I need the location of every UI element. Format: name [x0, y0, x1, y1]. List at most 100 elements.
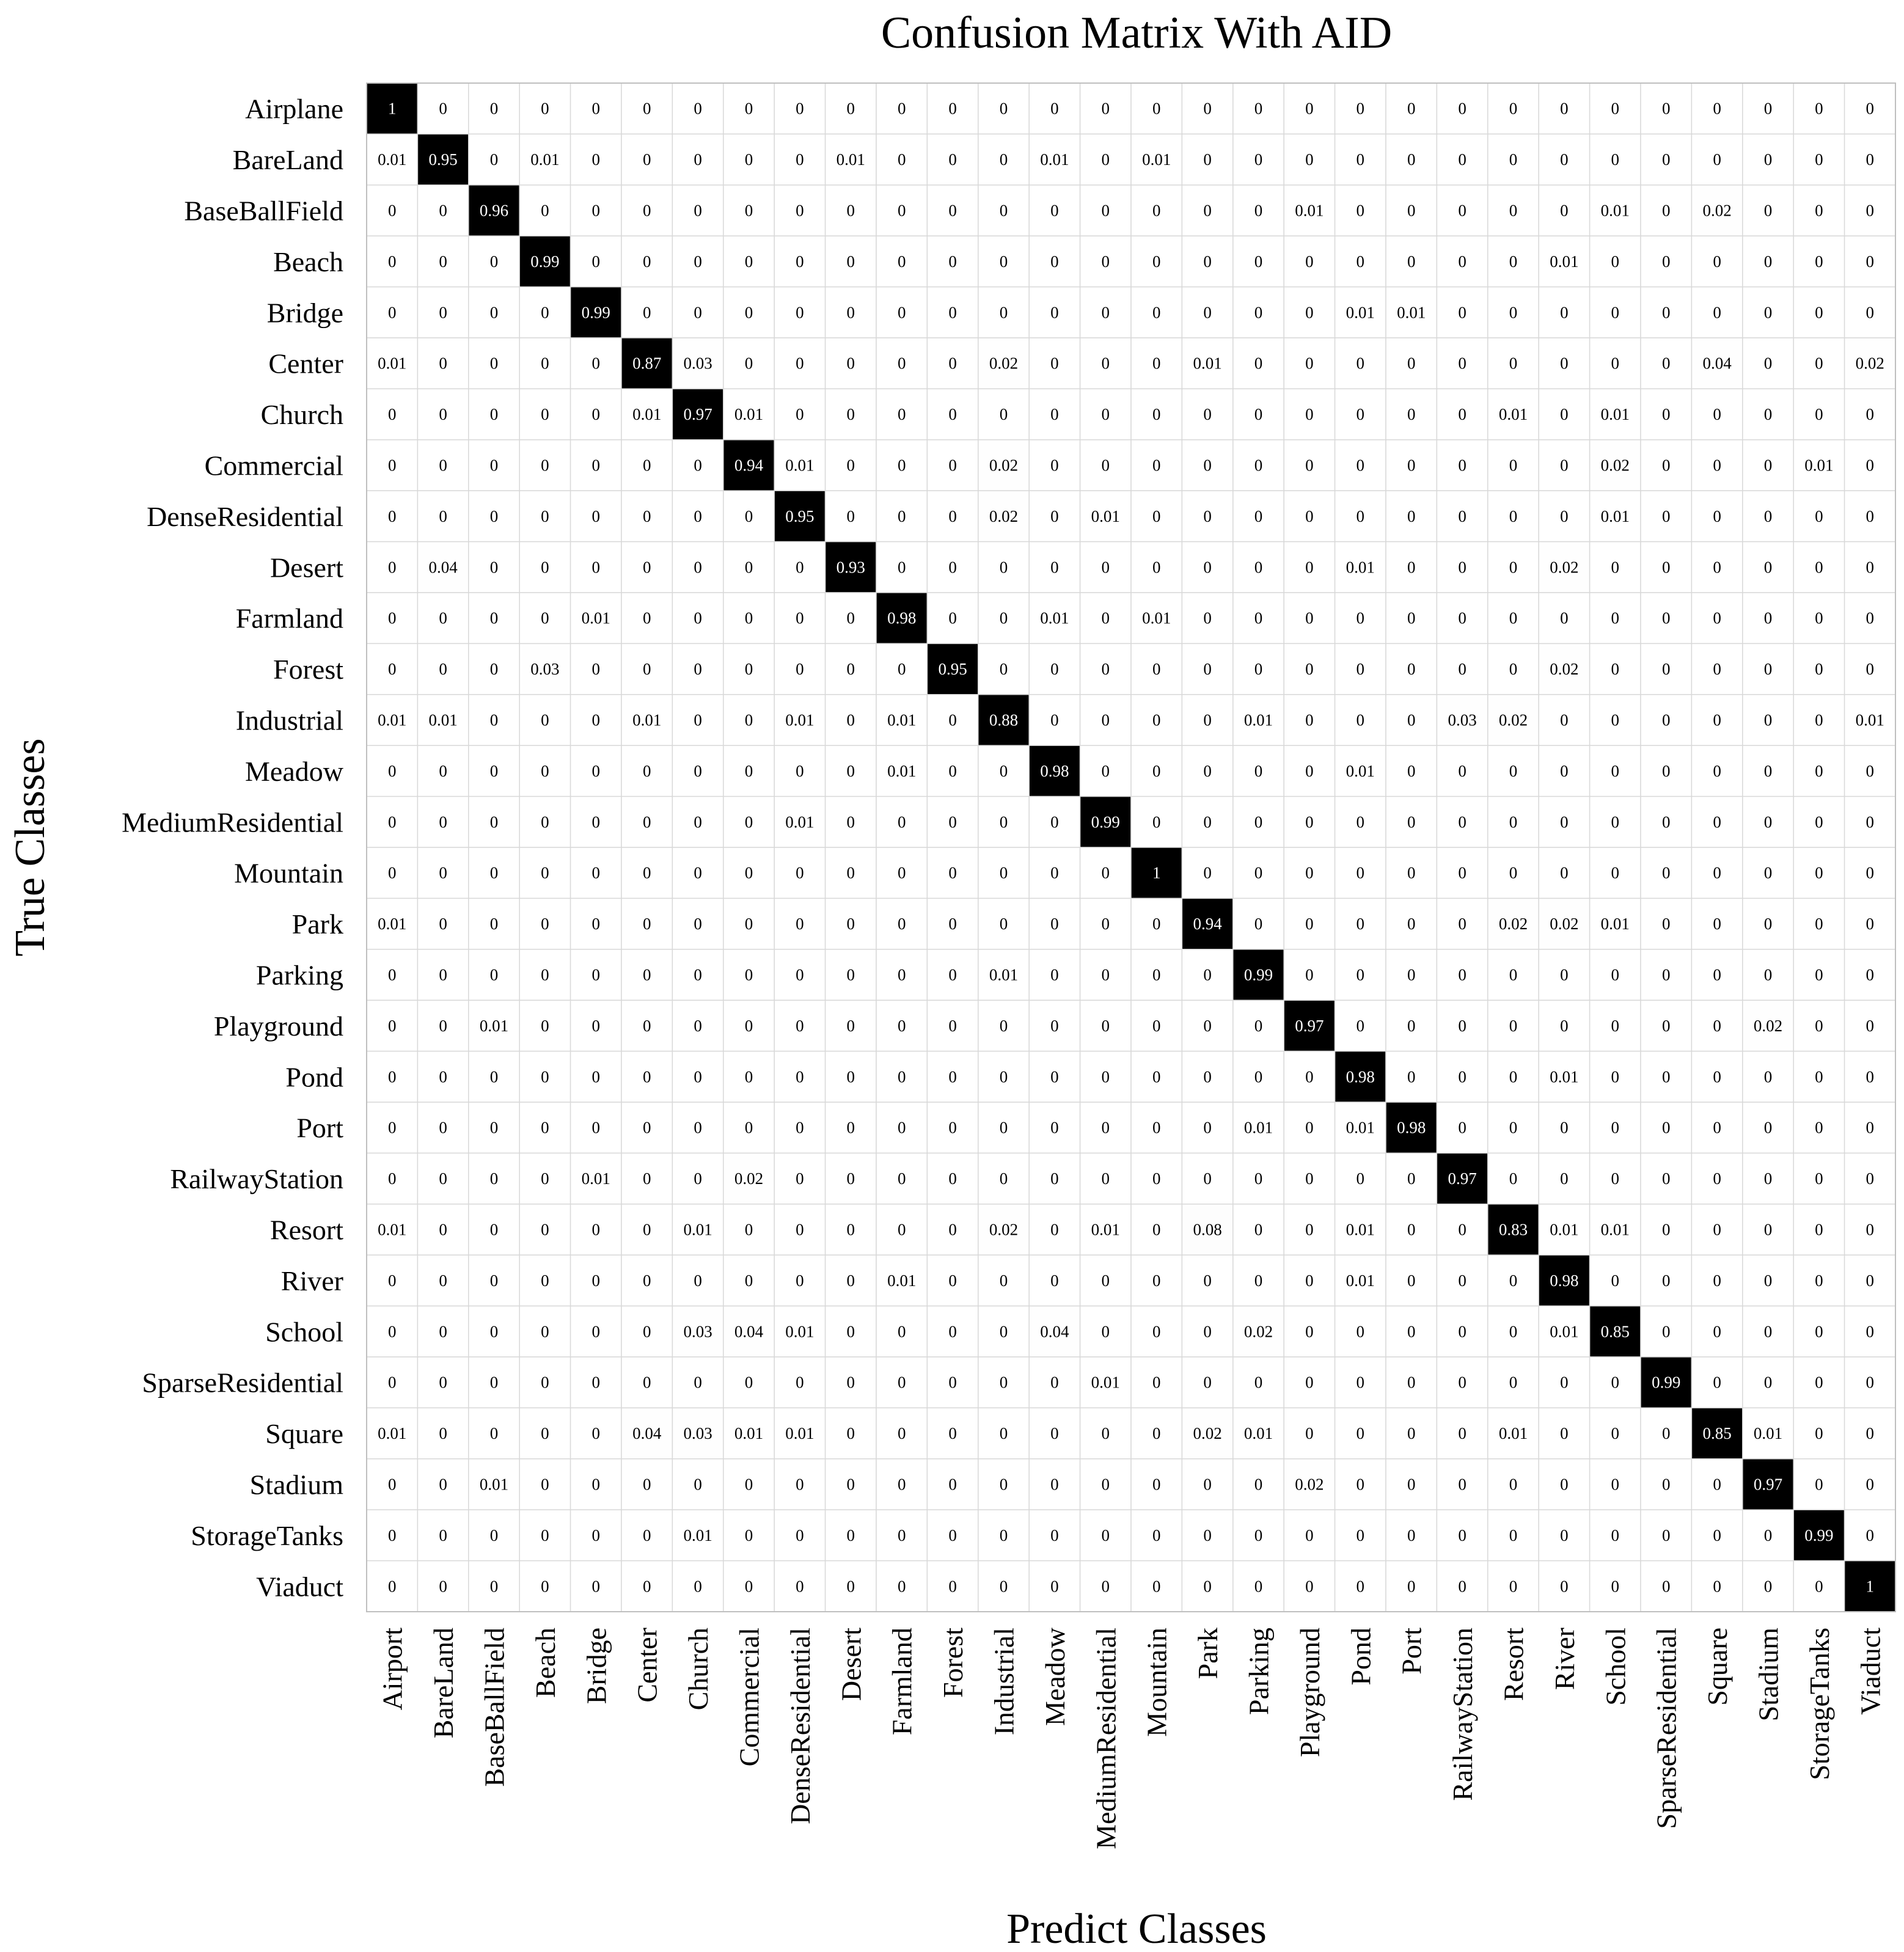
matrix-cell: [1640, 541, 1693, 593]
cell-value-label: 0.04: [632, 1424, 662, 1442]
matrix-cell: [876, 897, 928, 950]
cell-value-label: 0.95: [938, 660, 967, 678]
cell-value-label: 0: [1305, 558, 1314, 576]
cell-value-label: 0: [541, 711, 549, 729]
cell-value-label: 0: [1509, 252, 1518, 271]
cell-value-label: 0.01: [1499, 1424, 1528, 1442]
cell-value-label: 0: [1458, 813, 1466, 831]
cell-value-label: 0: [745, 864, 753, 882]
cell-value-label: 0: [796, 1169, 804, 1188]
row-tick-label: Square: [265, 1418, 343, 1449]
matrix-cell: [621, 643, 673, 695]
cell-value-label: 0: [1458, 252, 1466, 271]
cell-value-label: 0.01: [1142, 150, 1171, 169]
matrix-cell: [876, 1356, 928, 1409]
cell-value-label: 0: [1866, 813, 1875, 831]
cell-value-label: 0: [1713, 1017, 1721, 1035]
cell-value-label: 0: [541, 864, 549, 882]
cell-value-label: 0: [1662, 100, 1671, 118]
cell-value-label: 0: [1458, 660, 1466, 678]
cell-value-label: 0: [1407, 915, 1416, 933]
cell-value-label: 0: [541, 1119, 549, 1137]
matrix-cell: [621, 1356, 673, 1409]
matrix-cell: [1844, 1050, 1896, 1103]
col-tick-label: Desert: [835, 1628, 866, 1701]
matrix-cell: [1334, 1152, 1386, 1205]
matrix-cell: [1232, 1509, 1284, 1562]
matrix-cell: [1385, 1254, 1438, 1307]
cell-value-label: 0: [541, 405, 549, 423]
cell-value-label: 0: [694, 1119, 702, 1137]
matrix-cell: [1079, 795, 1132, 848]
cell-value-label: 0: [1357, 1577, 1365, 1595]
matrix-cell: [1079, 592, 1132, 645]
matrix-cell: [978, 1509, 1030, 1562]
cell-value-label: 0: [592, 1322, 601, 1340]
matrix-cell: [417, 694, 469, 746]
cell-value-label: 0: [948, 1169, 957, 1188]
row-tick-label: River: [281, 1265, 343, 1296]
matrix-cell: [1028, 1356, 1081, 1409]
cell-value-label: 0: [1611, 150, 1620, 169]
matrix-cell: [1385, 694, 1438, 746]
cell-value-label: 0: [1407, 252, 1416, 271]
matrix-cell: [1589, 1254, 1641, 1307]
row-tick-label: Desert: [270, 552, 343, 583]
cell-value-label: 0: [1357, 252, 1365, 271]
cell-value-label: 0: [1764, 1322, 1773, 1340]
matrix-cell: [1640, 643, 1693, 695]
matrix-cell: [366, 1204, 419, 1256]
matrix-cell: [1079, 133, 1132, 186]
cell-value-label: 0: [1254, 100, 1263, 118]
cell-value-label: 0: [898, 813, 906, 831]
matrix-cell: [1487, 795, 1539, 848]
cell-value-label: 0: [1407, 1169, 1416, 1188]
matrix-cell: [1691, 897, 1743, 950]
cell-value-label: 0: [1815, 1017, 1823, 1035]
cell-value-label: 0: [847, 915, 855, 933]
matrix-cell: [1640, 847, 1693, 899]
cell-value-label: 0: [541, 966, 549, 984]
matrix-cell: [723, 897, 775, 950]
cell-value-label: 0: [439, 966, 447, 984]
cell-value-label: 0: [1152, 1119, 1161, 1137]
matrix-cell: [1538, 643, 1591, 695]
matrix-cell: [1079, 541, 1132, 593]
matrix-cell: [1385, 1356, 1438, 1409]
matrix-cell: [1538, 897, 1591, 950]
cell-value-label: 0: [1611, 813, 1620, 831]
cell-value-label: 0: [1152, 660, 1161, 678]
matrix-cell: [621, 490, 673, 543]
matrix-cell: [1130, 592, 1183, 645]
matrix-cell: [1742, 847, 1794, 899]
cell-value-label: 0: [490, 966, 499, 984]
cell-value-label: 0: [643, 1526, 651, 1544]
matrix-cell: [1640, 592, 1693, 645]
matrix-cell: [672, 1458, 724, 1510]
matrix-cell: [672, 337, 724, 390]
matrix-cell: [366, 185, 419, 236]
cell-value-label: 0: [490, 252, 499, 271]
matrix-cell: [1742, 592, 1794, 645]
col-tick-label: Forest: [937, 1628, 968, 1698]
matrix-cell: [417, 1102, 469, 1154]
matrix-cell: [824, 1152, 877, 1205]
cell-value-label: 0: [898, 1475, 906, 1494]
cell-value-label: 0: [1203, 1017, 1212, 1035]
cell-value-label: 0: [1866, 1169, 1875, 1188]
cell-value-label: 0: [388, 202, 397, 220]
cell-value-label: 0: [1815, 1424, 1823, 1442]
matrix-cell: [569, 949, 622, 1001]
cell-value-label: 0: [1203, 100, 1212, 118]
cell-value-label: 0.02: [1856, 354, 1884, 373]
cell-value-label: 0: [1509, 558, 1518, 576]
cell-value-label: 0: [898, 202, 906, 220]
cell-value-label: 0: [1050, 558, 1059, 576]
cell-value-label: 0: [1815, 1067, 1823, 1086]
row-tick-label: School: [265, 1316, 343, 1347]
matrix-cell: [672, 235, 724, 288]
matrix-cell: [1487, 847, 1539, 899]
matrix-cell: [926, 1000, 979, 1052]
cell-value-label: 0: [1611, 1475, 1620, 1494]
matrix-cell: [569, 490, 622, 543]
